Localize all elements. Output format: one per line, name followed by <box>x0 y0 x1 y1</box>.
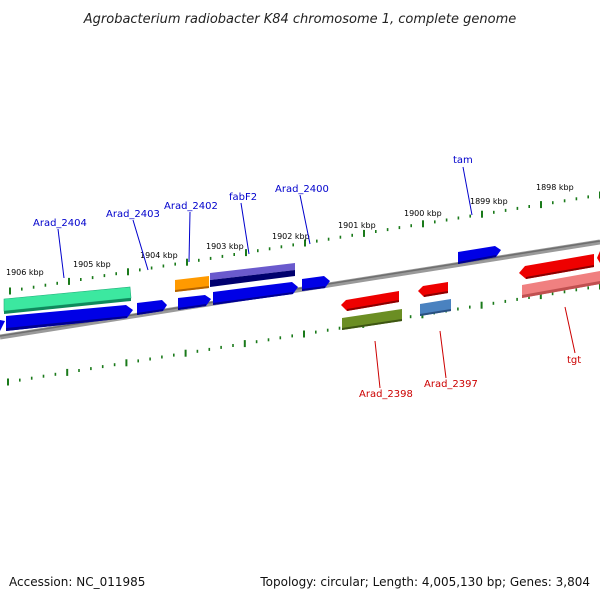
scale-labels: 1906 kbp 1905 kbp 1904 kbp 1903 kbp 1902… <box>6 183 574 277</box>
map-title: Agrobacterium radiobacter K84 chromosome… <box>83 12 516 27</box>
gene-arad-2404-cds-shade <box>6 316 127 331</box>
gene-partial-left[interactable] <box>0 320 5 331</box>
gene-arad-2398-feature-shade <box>342 319 402 330</box>
gene-label-arad-2403[interactable]: Arad_2403 <box>106 209 160 220</box>
gene-label-arad-2398[interactable]: Arad_2398 <box>359 389 413 400</box>
gene-fabf2[interactable] <box>213 282 298 305</box>
leader-tgt <box>564 306 576 354</box>
tick-label-1903: 1903 kbp <box>206 242 244 251</box>
forward-genes <box>0 246 501 331</box>
gene-fabf2-feature[interactable] <box>210 263 295 280</box>
gene-tam-shade <box>458 255 496 264</box>
tick-label-1901: 1901 kbp <box>338 221 376 230</box>
gene-arad-2402-shade <box>178 304 206 310</box>
gene-arad-2398[interactable] <box>341 291 399 311</box>
gene-tgt[interactable] <box>519 254 594 279</box>
gene-labels: Arad_2404 Arad_2403 Arad_2402 fabF2 Arad… <box>33 155 581 400</box>
leader-arad-2404 <box>57 228 65 279</box>
gene-tam[interactable] <box>458 246 501 264</box>
gene-label-arad-2404[interactable]: Arad_2404 <box>33 218 87 229</box>
gene-arad-2398-feature[interactable] <box>342 309 402 330</box>
leader-tam <box>462 166 473 216</box>
gene-arad-2398-shade <box>347 300 399 311</box>
gene-label-arad-2402[interactable]: Arad_2402 <box>164 201 218 212</box>
leader-arad-2397 <box>439 330 447 379</box>
genome-backbone <box>0 239 600 340</box>
gene-label-fabf2[interactable]: fabF2 <box>229 192 257 203</box>
genome-summary-text: Topology: circular; Length: 4,005,130 bp… <box>259 575 590 589</box>
gene-tgt-feature-shade <box>522 281 600 298</box>
tick-label-1906: 1906 kbp <box>6 268 44 277</box>
gene-arad-2400-shade <box>302 286 325 291</box>
tick-label-1898: 1898 kbp <box>536 183 574 192</box>
scale-ticks-upper <box>9 191 600 295</box>
tick-label-1904: 1904 kbp <box>140 251 178 260</box>
gene-arad-2404[interactable] <box>6 305 133 331</box>
gene-arad-2404-shade <box>4 298 131 314</box>
gene-arad-2402-feature-shade <box>175 286 209 292</box>
gene-partial-right[interactable] <box>597 251 600 263</box>
gene-tgt-feature[interactable] <box>522 271 600 298</box>
gene-label-tam[interactable]: tam <box>453 155 473 166</box>
accession-text: Accession: NC_011985 <box>9 575 145 589</box>
leader-arad-2403 <box>132 219 149 271</box>
leader-fabf2 <box>240 202 250 255</box>
gene-arad-2397-shade <box>424 291 448 297</box>
gene-label-arad-2397[interactable]: Arad_2397 <box>424 379 478 390</box>
gene-tgt-shade <box>526 265 594 279</box>
leader-arad-2398 <box>374 340 381 389</box>
tick-label-1902: 1902 kbp <box>272 232 310 241</box>
gene-fabf2-shade <box>213 292 293 305</box>
leader-arad-2402 <box>188 211 191 263</box>
tick-label-1899: 1899 kbp <box>470 197 508 206</box>
reverse-genes <box>341 251 600 330</box>
gene-fabf2-feature-dark <box>210 270 295 287</box>
gene-arad-2397-feature-shade <box>420 309 451 316</box>
gene-label-tgt[interactable]: tgt <box>567 355 581 366</box>
gene-arad-2403-shade <box>137 309 163 315</box>
leader-arad-2400 <box>299 194 311 245</box>
label-leader-lines <box>57 166 576 389</box>
gene-label-arad-2400[interactable]: Arad_2400 <box>275 184 329 195</box>
tick-label-1905: 1905 kbp <box>73 260 111 269</box>
tick-label-1900: 1900 kbp <box>404 209 442 218</box>
